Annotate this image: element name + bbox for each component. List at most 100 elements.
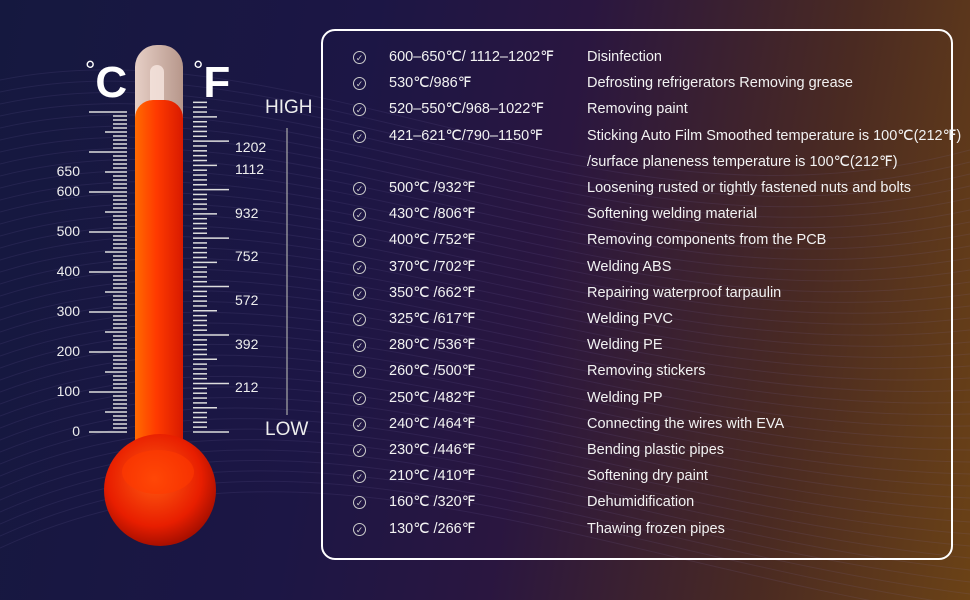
wave-line [0,69,970,177]
table-row: ✓ 500℃ /932℉ Loosening rusted or tightly f… [323,180,951,202]
wave-line [0,397,970,511]
application: Bending plastic pipes [587,442,725,458]
wave-line [0,407,970,523]
table-row: ✓ 370℃ /702℉ Welding ABS [323,259,951,281]
fahrenheit-label: 1112 [235,161,265,178]
wave-line [0,181,970,282]
temperature: 250℃ /482℉ [389,389,476,406]
check-circle-icon: ✓ [353,208,366,222]
thermometer [89,45,288,546]
temperature: 240℃ /464℉ [389,415,476,432]
temperature: 400℃ /752℉ [389,232,476,249]
wave-line [0,301,970,404]
application: Removing stickers [587,363,706,380]
temperature: 370℃ /702℉ [389,258,476,275]
application: Connecting the wires with EVA [587,415,785,432]
celsius-label: 500 [56,223,80,239]
high-label: HIGH [265,97,313,118]
temperature: 260℃ /500℉ [389,363,476,380]
temperature-uses-panel: ✓ 600–650℃/ 1112–1202℉ Disinfection ✓ 530℃/9… [321,29,961,560]
wave-line [0,386,970,499]
wave-line [0,418,970,535]
check-circle-icon: ✓ [353,260,366,274]
table-row: ✓ 280℃ /536℉ Welding PE [323,337,951,359]
check-circle-icon: ✓ [353,391,366,405]
check-circle-icon: ✓ [353,313,366,326]
check-circle-icon: ✓ [353,182,366,195]
wave-line [0,322,970,427]
wave-line [0,203,970,304]
fahrenheit-label: 752 [235,248,259,265]
application: Welding PP [587,389,663,406]
wave-line [0,365,970,475]
fahrenheit-label: 932 [235,204,259,221]
wave-line [0,158,970,260]
wave-line [0,103,970,208]
low-label: LOW [265,419,309,440]
check-circle-icon: ✓ [353,522,366,536]
temperature: 421–621℃/790–1150℉ [389,127,543,144]
celsius-label: 100 [56,383,80,399]
table-row: ✓ 530℃/986℉ Defrosting refrigerators Remov… [323,75,951,97]
table-row: ✓ 130℃ /266℉ Thawing frozen pipes [323,521,951,543]
wave-line [0,343,970,451]
temperature: 530℃/986℉ [389,75,472,92]
temperature: 130℃ /266℉ [389,520,476,537]
table-row: ✓ 240℃ /464℉ Connecting the wires with EVA [323,416,951,438]
check-circle-icon: ✓ [353,470,366,484]
wave-line [0,235,970,336]
temperature: 430℃ /806℉ [389,206,476,223]
wave-line [0,290,970,392]
wave-line [0,147,970,250]
temperature: 600–650℃/ 1112–1202℉ [389,49,555,65]
application: Loosening rusted or tightly fastened nut… [587,180,912,196]
wave-line [0,225,970,325]
application: Sticking Auto Film Smoothed temperature … [587,127,962,144]
celsius-unit: °C [85,55,128,107]
celsius-label: 600 [56,183,80,199]
table-row: ✓ 230℃ /446℉ Bending plastic pipes [323,442,951,464]
check-circle-icon: ✓ [353,103,366,117]
mercury-column [135,100,183,460]
application: Dehumidification [587,494,695,511]
table-row: ✓ 400℃ /752℉ Removing components from the … [323,232,951,254]
celsius-label: 650 [56,163,80,179]
wave-line [0,375,970,487]
check-circle-icon: ✓ [353,286,366,300]
wave-line [0,333,970,439]
temperature: 500℃ /932℉ [389,180,476,196]
table-row: ✓ 350℃ /662℉ Repairing waterproof tarpauli… [323,285,951,307]
application: Softening dry paint [587,468,708,485]
celsius-label: 0 [72,423,80,439]
wave-line [0,354,970,463]
wave-line [0,91,970,197]
temperature: 350℃ /662℉ [389,284,476,301]
temperature: 230℃ /446℉ [389,442,476,458]
temperature: 280℃ /536℉ [389,337,476,354]
wave-line [0,246,970,347]
application: Disinfection [587,49,662,65]
application-continued: /surface planeness temperature is 100℃(2… [587,153,898,170]
check-circle-icon: ✓ [353,339,366,353]
wave-line [0,170,970,271]
fahrenheit-label: 572 [235,292,259,309]
wave-line [0,311,970,416]
check-circle-icon: ✓ [353,417,366,431]
wave-line [0,80,970,187]
check-circle-icon: ✓ [353,496,366,510]
application: Welding ABS [587,258,672,275]
check-circle-icon: ✓ [353,365,366,379]
temperature: 160℃ /320℉ [389,494,476,511]
table-row: ✓ 250℃ /482℉ Welding PP [323,390,951,412]
wave-line [0,192,970,293]
temperature: 325℃ /617℉ [389,311,476,327]
application: Defrosting refrigerators Removing grease [587,75,853,92]
wave-line [0,214,970,314]
application: Softening welding material [587,206,758,223]
application: Removing paint [587,101,688,118]
table-row: ✓ 260℃ /500℉ Removing stickers [323,363,951,385]
fahrenheit-unit: °F [193,55,231,107]
wave-line [0,257,970,358]
application: Removing components from the PCB [587,232,827,249]
